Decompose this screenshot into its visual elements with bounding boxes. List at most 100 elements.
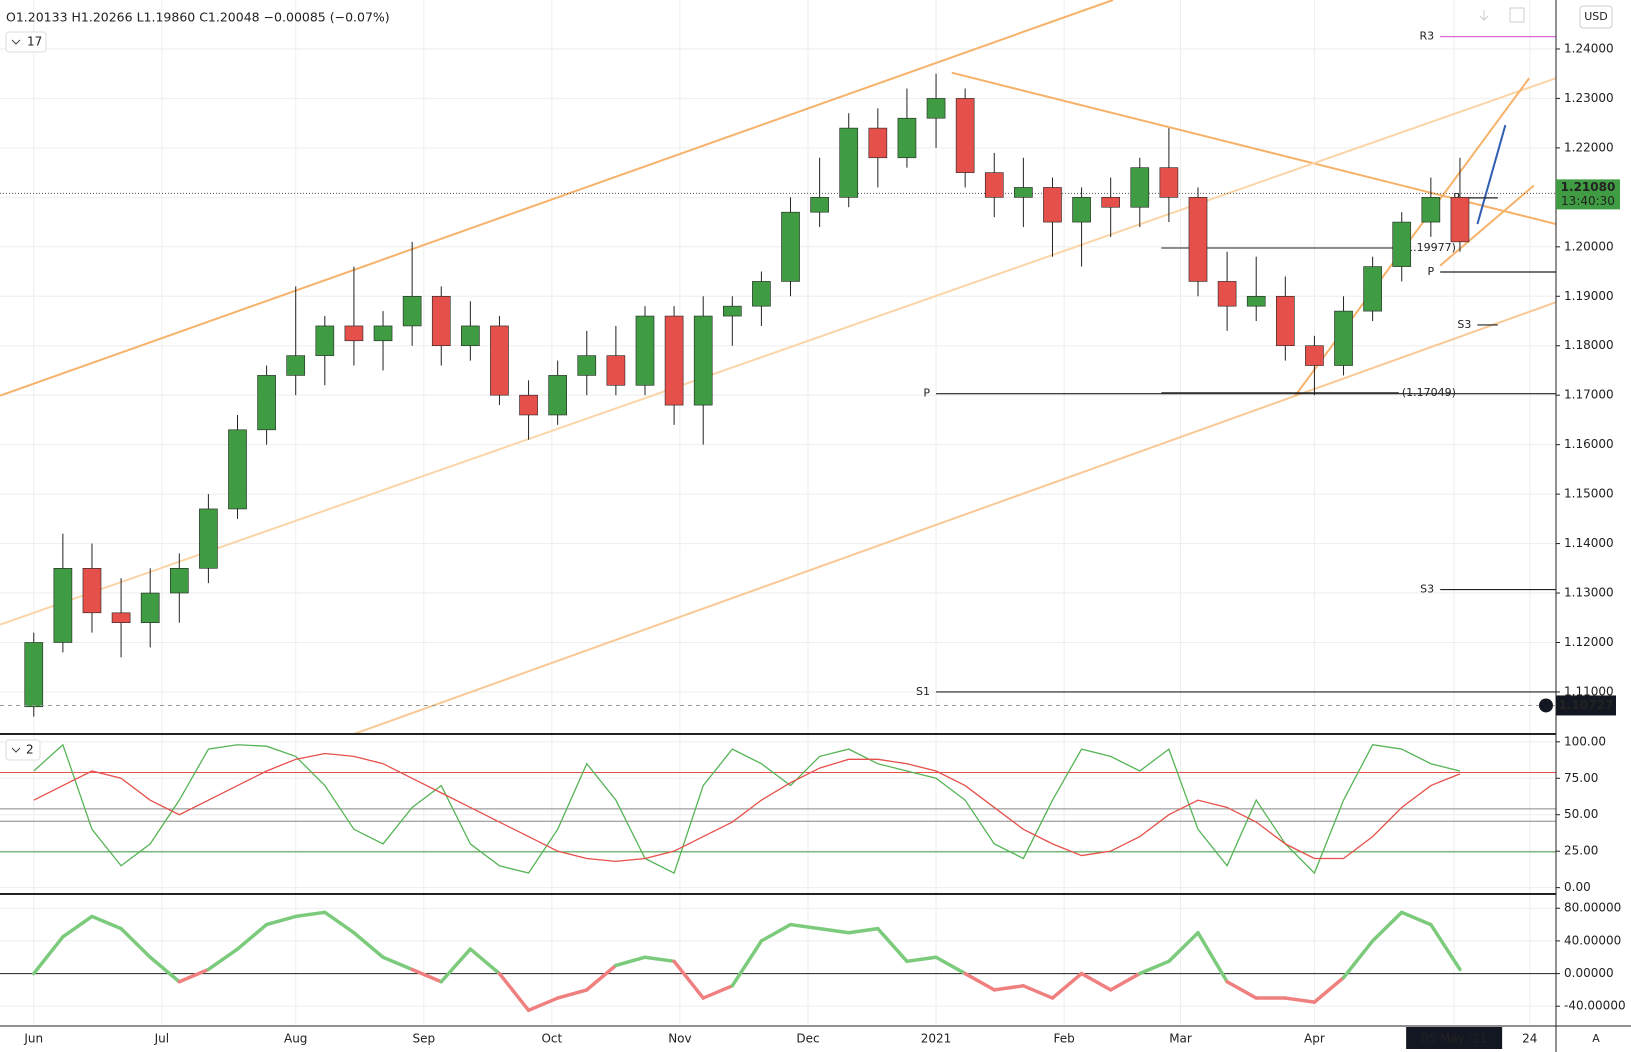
x-tick-label: 05 May '21 — [1421, 1032, 1487, 1046]
candle-body — [373, 325, 393, 342]
x-tick-label: 2021 — [921, 1032, 952, 1046]
candle-body — [286, 355, 306, 376]
download-button[interactable] — [1479, 10, 1489, 21]
candle-body — [1392, 221, 1412, 267]
y-tick-label: 1.12000 — [1564, 635, 1614, 649]
candle-body — [24, 642, 44, 708]
pivot-label: R3 — [1420, 30, 1435, 43]
x-tick-label: Jul — [154, 1032, 169, 1046]
candle-body — [752, 281, 771, 307]
candle-body — [402, 295, 422, 327]
trendline — [353, 301, 1557, 735]
candle-body — [461, 325, 480, 347]
y-tick-label: 1.19000 — [1564, 289, 1614, 303]
candle-body — [490, 325, 509, 396]
candle-body — [257, 375, 276, 431]
candle-body — [1188, 197, 1208, 282]
momentum-segment — [1079, 971, 1113, 992]
candle-body — [431, 295, 451, 347]
y-tick-label: 1.23000 — [1564, 91, 1614, 105]
pivot-label: S1 — [916, 685, 930, 698]
momentum-segment — [206, 947, 240, 972]
y-tick-label: -40.00000 — [1564, 999, 1626, 1013]
candle-body — [693, 315, 713, 406]
panel2-count: 2 — [26, 743, 34, 757]
panel2-toggle[interactable] — [5, 739, 41, 761]
candle-body — [781, 211, 800, 282]
marked-level-label: (1.17049) — [1402, 386, 1456, 399]
momentum-segment — [352, 930, 385, 959]
pivot-label: P — [1428, 265, 1435, 278]
momentum-segment — [177, 967, 211, 984]
x-tick-label: Mar — [1169, 1032, 1192, 1046]
candle-body — [1305, 345, 1324, 366]
momentum-segment — [1167, 930, 1200, 964]
cursor-price-label: 1.10727 — [1559, 698, 1614, 712]
x-tick-label: Aug — [284, 1032, 307, 1046]
momentum-segment — [817, 926, 851, 935]
candle-body — [722, 305, 742, 317]
momentum-segment — [1312, 975, 1346, 1004]
y-tick-label: 80.00000 — [1564, 901, 1621, 915]
candle-body — [315, 325, 335, 356]
x-tick-label: 24 — [1522, 1032, 1537, 1046]
chevron-icon — [11, 39, 21, 45]
y-tick-label: 1.14000 — [1564, 536, 1614, 550]
momentum-segment — [759, 922, 793, 943]
currency-button[interactable] — [1579, 5, 1613, 29]
trendline — [0, 77, 1557, 626]
momentum-segment — [119, 926, 152, 959]
candle-body — [868, 127, 888, 159]
candle-body — [1072, 197, 1091, 223]
candle-body — [1217, 281, 1237, 307]
candle-body — [664, 315, 684, 406]
maximize-button[interactable] — [1509, 7, 1525, 23]
momentum-segment — [876, 926, 909, 964]
momentum-segment — [1283, 996, 1317, 1004]
candle-body — [1130, 167, 1150, 208]
candle-body — [1275, 295, 1295, 347]
scale-mode[interactable]: A — [1592, 1032, 1600, 1045]
momentum-segment — [701, 984, 735, 1000]
oscillator-line — [33, 743, 1461, 875]
momentum-segment — [264, 914, 298, 927]
momentum-segment — [643, 955, 676, 964]
candle-body — [1450, 197, 1470, 243]
momentum-segment — [439, 947, 473, 984]
pivot-label: S3 — [1457, 318, 1471, 331]
countdown: 13:40:30 — [1561, 194, 1615, 208]
y-tick-label: 1.20000 — [1564, 239, 1614, 253]
study-toggle[interactable] — [5, 31, 47, 53]
candle-body — [984, 172, 1004, 198]
candle-body — [1246, 295, 1266, 307]
candle-body — [344, 325, 364, 342]
cursor-price-tag — [1556, 695, 1616, 716]
candle-body — [199, 508, 218, 569]
currency: USD — [1584, 10, 1608, 23]
candle-body — [839, 127, 859, 198]
chevron-icon — [11, 747, 21, 753]
x-tick-label: Dec — [796, 1032, 819, 1046]
momentum-segment — [148, 955, 182, 984]
y-tick-label: 25.00 — [1564, 844, 1598, 858]
momentum-segment — [61, 914, 94, 939]
y-tick-label: 75.00 — [1564, 771, 1598, 785]
momentum-segment — [497, 971, 531, 1013]
momentum-segment — [323, 910, 356, 935]
time-cursor-tag — [1406, 1027, 1503, 1049]
cursor-plus — [1539, 698, 1553, 713]
candle-body — [955, 98, 975, 173]
momentum-segment — [526, 996, 560, 1013]
x-tick-label: Sep — [412, 1032, 435, 1046]
momentum-segment — [235, 922, 269, 951]
momentum-segment — [1399, 910, 1433, 927]
candle-body — [1334, 310, 1353, 366]
trendline — [0, 0, 1114, 397]
candle-body — [1101, 197, 1121, 208]
candle-body — [606, 355, 626, 386]
candle-body — [548, 375, 567, 416]
momentum-segment — [293, 910, 327, 919]
momentum-segment — [730, 939, 764, 988]
candle-body — [810, 197, 829, 213]
